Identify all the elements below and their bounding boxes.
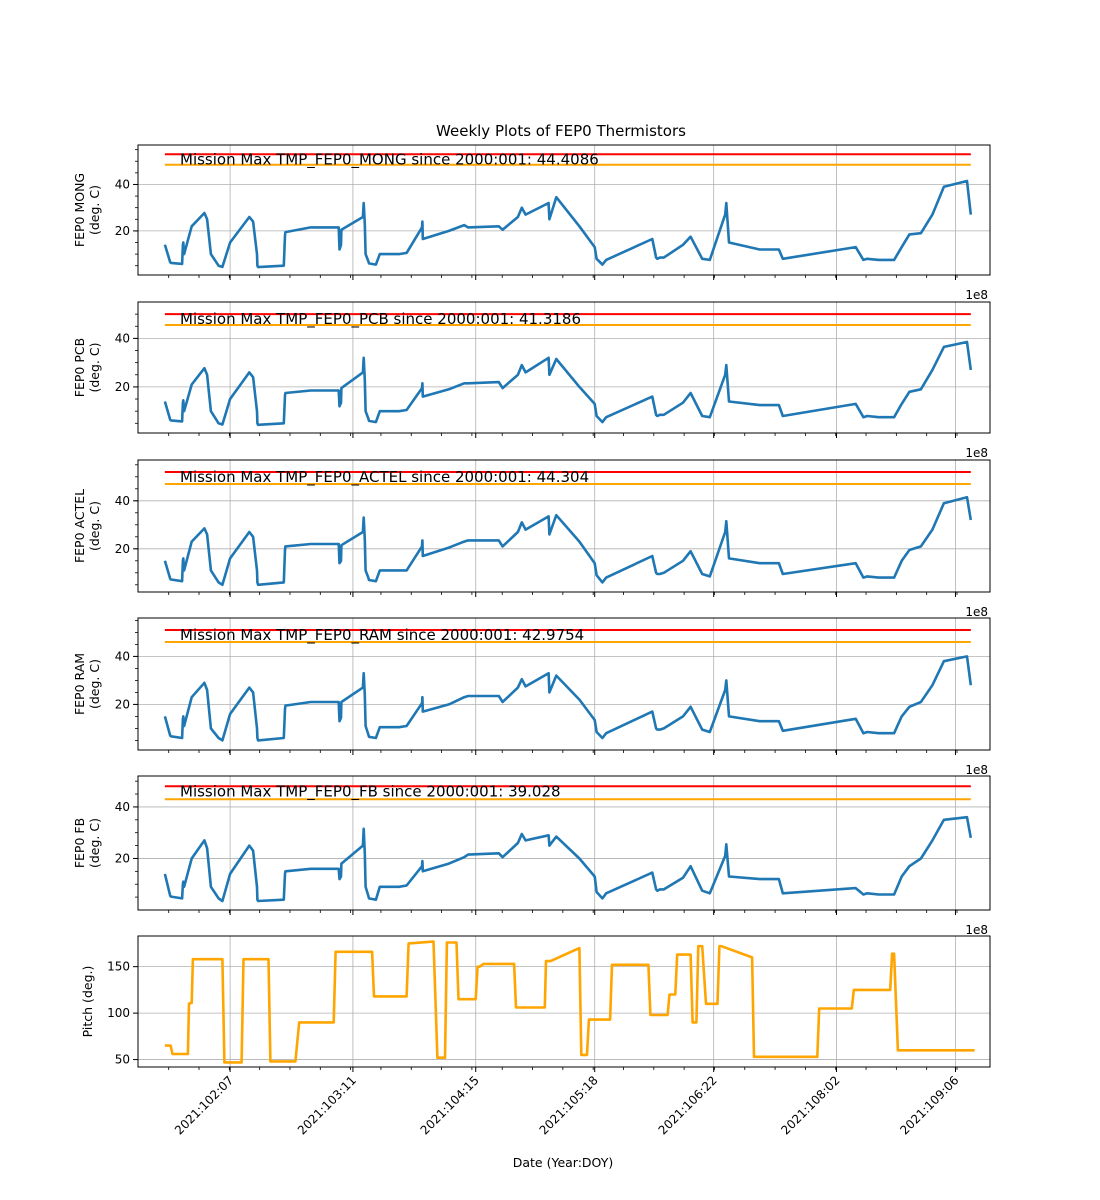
axes-frame (137, 144, 991, 276)
series-line (163, 655, 973, 742)
y-tick-label: 20 (115, 224, 130, 238)
y-tick-label: 20 (115, 542, 130, 556)
y-tick-label: 20 (115, 851, 130, 865)
chart-panels: Mission Max TMP_FEP0_MONG since 2000:001… (72, 144, 991, 1137)
series-line (163, 815, 973, 903)
panel-5: Mission Max TMP_FEP0_FB since 2000:001: … (72, 775, 991, 937)
mission-max-annotation: Mission Max TMP_FEP0_PCB since 2000:001:… (180, 310, 581, 329)
y-tick-label: 40 (115, 177, 130, 191)
x-offset-label: 1e8 (965, 288, 988, 302)
y-axis-label-line: (deg. C) (87, 185, 102, 235)
panel-3: Mission Max TMP_FEP0_ACTEL since 2000:00… (72, 459, 991, 619)
y-axis-label: FEP0 RAM(deg. C) (72, 653, 102, 715)
y-tick-label: 150 (107, 960, 130, 974)
y-tick-label: 40 (115, 649, 130, 663)
y-axis-label-line: (deg. C) (87, 501, 102, 551)
series-line (163, 179, 973, 269)
y-axis-label-line: (deg. C) (87, 659, 102, 709)
y-axis-label-line: FEP0 MONG (72, 173, 87, 247)
y-axis-label: FEP0 FB(deg. C) (72, 818, 102, 868)
y-axis-label: FEP0 MONG(deg. C) (72, 173, 102, 247)
panel-4: Mission Max TMP_FEP0_RAM since 2000:001:… (72, 617, 991, 777)
x-tick-label: 2021:105:18 (537, 1073, 601, 1137)
mission-max-annotation: Mission Max TMP_FEP0_ACTEL since 2000:00… (180, 468, 589, 487)
series-line (163, 495, 973, 587)
mission-max-annotation: Mission Max TMP_FEP0_FB since 2000:001: … (180, 782, 561, 801)
y-tick-label: 40 (115, 800, 130, 814)
figure-title: Weekly Plots of FEP0 Thermistors (436, 122, 686, 140)
x-tick-label: 2021:103:11 (295, 1073, 359, 1137)
mission-max-annotation: Mission Max TMP_FEP0_MONG since 2000:001… (180, 150, 599, 169)
y-axis-label-line: FEP0 PCB (72, 338, 87, 397)
x-tick-label: 2021:106:22 (656, 1073, 720, 1137)
axes-frame (137, 459, 991, 593)
y-tick-label: 100 (107, 1006, 130, 1020)
y-axis-label-line: (deg. C) (87, 818, 102, 868)
x-tick-label: 2021:104:15 (418, 1073, 482, 1137)
x-offset-label: 1e8 (965, 763, 988, 777)
panel-6: 50 100 150 Pitch (deg.) 2021:102:07 2021:103:… (80, 935, 991, 1137)
x-tick-label: 2021:109:06 (897, 1073, 961, 1137)
y-axis-label-line: (deg. C) (87, 343, 102, 393)
axes-frame (137, 617, 991, 751)
axes-frame (137, 935, 991, 1068)
x-tick-label: 2021:102:07 (172, 1073, 236, 1137)
axes-frame (137, 301, 991, 434)
panel-1: Mission Max TMP_FEP0_MONG since 2000:001… (72, 144, 991, 302)
y-tick-label: 40 (115, 494, 130, 508)
mission-max-annotation: Mission Max TMP_FEP0_RAM since 2000:001:… (180, 626, 584, 645)
y-tick-label: 20 (115, 697, 130, 711)
y-axis-label: FEP0 PCB(deg. C) (72, 338, 102, 397)
x-offset-label: 1e8 (965, 923, 988, 937)
y-axis-label-line: FEP0 FB (72, 818, 87, 868)
y-axis-label: Pitch (deg.) (80, 966, 95, 1038)
y-axis-label-line: FEP0 RAM (72, 653, 87, 715)
x-offset-label: 1e8 (965, 605, 988, 619)
y-tick-label: 50 (115, 1053, 130, 1067)
x-tick-label: 2021:108:02 (778, 1073, 842, 1137)
y-axis-label-line: FEP0 ACTEL (72, 489, 87, 563)
x-axis-label: Date (Year:DOY) (513, 1155, 613, 1170)
x-offset-label: 1e8 (965, 446, 988, 460)
series-line (164, 940, 975, 1064)
y-axis-label: FEP0 ACTEL(deg. C) (72, 489, 102, 563)
axes-frame (137, 775, 991, 911)
y-tick-label: 40 (115, 331, 130, 345)
y-tick-label: 20 (115, 380, 130, 394)
y-axis-label-line: Pitch (deg.) (80, 966, 95, 1038)
panel-2: Mission Max TMP_FEP0_PCB since 2000:001:… (72, 301, 991, 460)
series-line (163, 340, 973, 427)
